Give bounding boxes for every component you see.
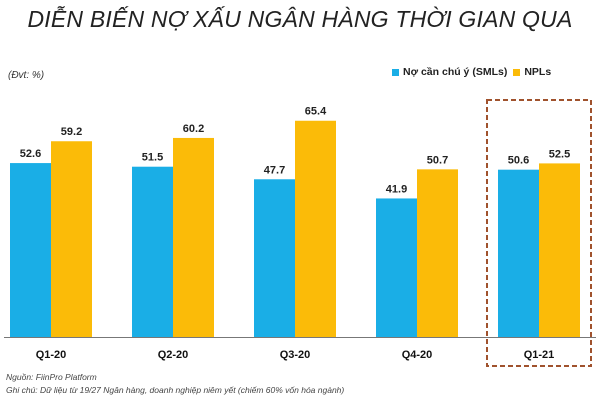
highlight-box-q1-21 — [486, 99, 592, 367]
x-tick-q1-21: Q1-21 — [524, 349, 555, 361]
bar-sml-q2-20 — [132, 166, 173, 337]
legend-swatch-sml — [392, 68, 399, 76]
x-tick-q2-20: Q2-20 — [158, 349, 189, 361]
x-tick-q1-20: Q1-20 — [36, 349, 67, 361]
value-label-npl-q1-20: 59.2 — [61, 126, 82, 138]
bar-npl-q2-20 — [173, 137, 214, 337]
bar-npl-q4-20 — [417, 169, 458, 337]
x-tick-q4-20: Q4-20 — [402, 349, 433, 361]
bar-sml-q1-21 — [498, 169, 539, 337]
chart-title: DIỄN BIẾN NỢ XẤU NGÂN HÀNG THỜI GIAN QUA — [27, 6, 573, 32]
value-label-npl-q3-20: 65.4 — [305, 106, 327, 118]
value-label-npl-q2-20: 60.2 — [183, 123, 204, 135]
value-label-sml-q1-20: 52.6 — [20, 148, 41, 160]
footnote: Ghi chú: Dữ liệu từ 19/27 Ngân hàng, doa… — [6, 385, 345, 395]
bar-sml-q3-20 — [254, 179, 295, 337]
legend: Nợ cần chú ý (SMLs) NPLs — [392, 66, 551, 78]
bar-sml-q1-20 — [10, 163, 51, 337]
value-label-sml-q2-20: 51.5 — [142, 152, 163, 164]
bar-npl-q1-20 — [51, 141, 92, 337]
legend-item-sml: Nợ cần chú ý (SMLs) — [392, 66, 507, 78]
source-note: Nguồn: FiinPro Platform — [6, 372, 97, 382]
bar-npl-q3-20 — [295, 120, 336, 337]
x-tick-q3-20: Q3-20 — [280, 349, 311, 361]
legend-item-npl: NPLs — [513, 66, 551, 78]
legend-label-sml: Nợ cần chú ý (SMLs) — [403, 66, 508, 78]
legend-label-npl: NPLs — [524, 66, 552, 78]
value-label-npl-q4-20: 50.7 — [427, 154, 448, 166]
value-label-sml-q1-21: 50.6 — [508, 155, 529, 167]
value-label-npl-q1-21: 52.5 — [549, 148, 570, 160]
unit-label: (Đvt: %) — [8, 70, 45, 81]
bar-npl-q1-21 — [539, 163, 580, 337]
value-label-sml-q4-20: 41.9 — [386, 183, 407, 195]
bar-sml-q4-20 — [376, 198, 417, 337]
value-label-sml-q3-20: 47.7 — [264, 164, 285, 176]
legend-swatch-npl — [513, 68, 521, 76]
